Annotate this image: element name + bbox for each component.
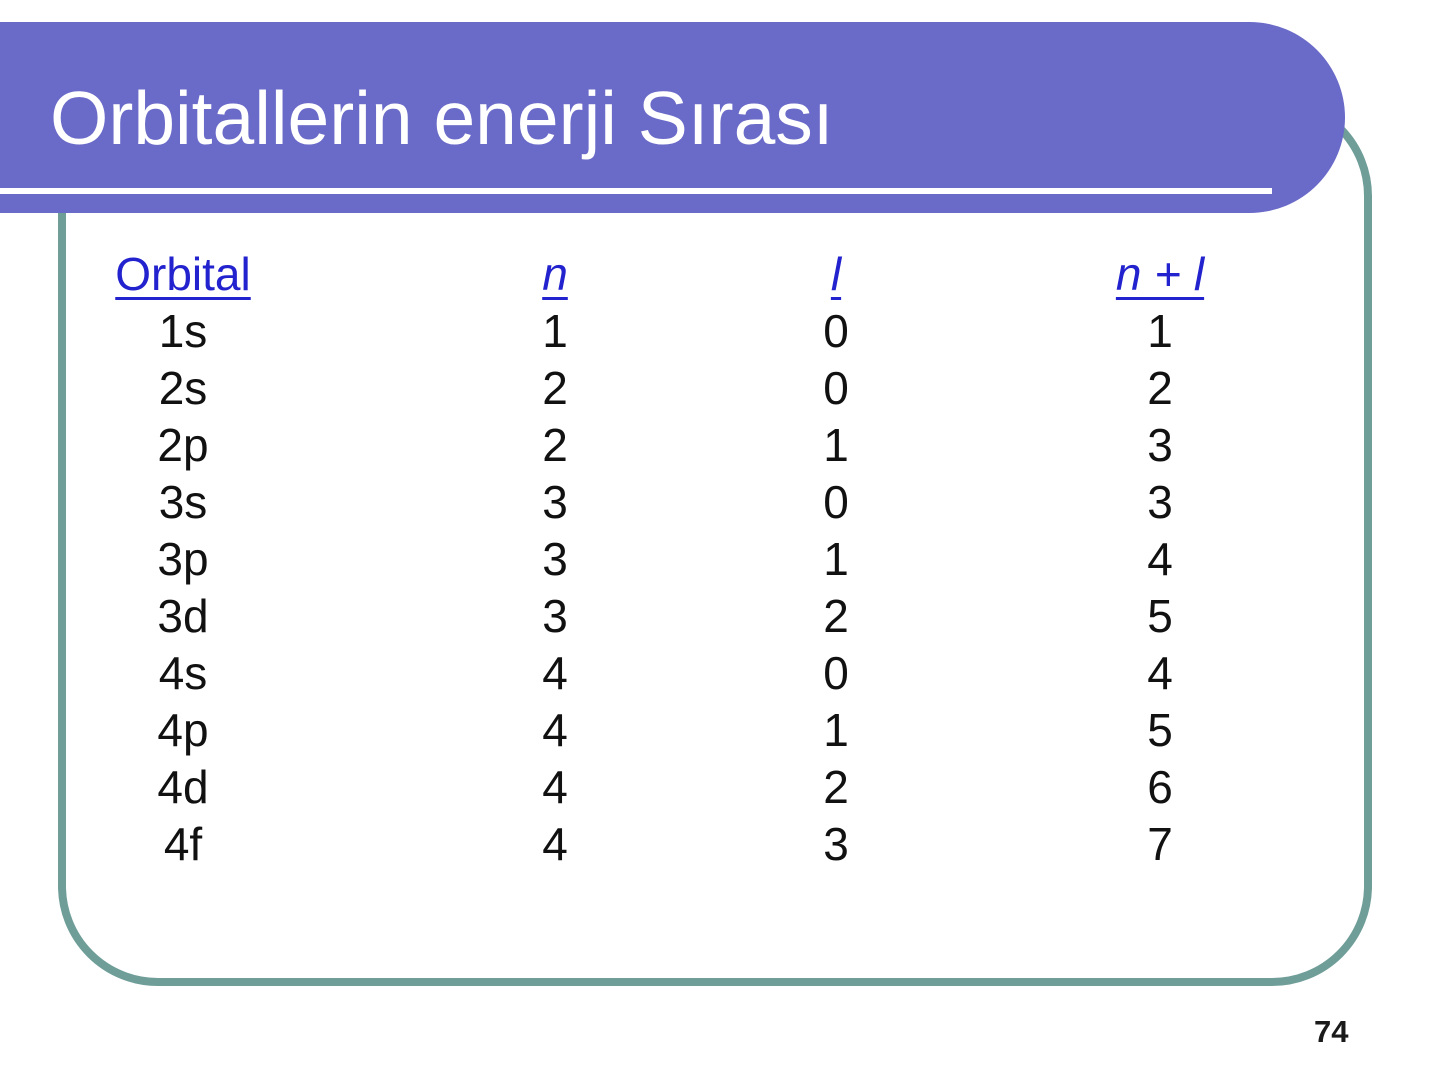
table-cell: 3p [157,533,209,585]
table-cell: 1 [823,533,849,585]
table-cell: 3 [542,476,568,528]
table-cell: 4f [163,818,203,870]
table-row: 2p 2 1 3 [0,417,1392,474]
table-row: 3d 3 2 5 [0,588,1392,645]
table-row: 1s 1 0 1 [0,303,1392,360]
table-header-row: Orbital n l n + l [0,246,1392,303]
table-cell: 3 [823,818,849,870]
table-cell: 4 [1147,647,1173,699]
title-divider-line [0,188,1272,194]
table-cell: 0 [823,362,849,414]
table-cell: 4s [158,647,208,699]
orbital-table: Orbital n l n + l 1s 1 0 1 2s 2 0 2 2p 2 1 3 3s 3 0 3 3p 3 1 4… [0,246,1392,873]
table-cell: 5 [1147,590,1173,642]
table-cell: 3 [1147,419,1173,471]
table-row: 3s 3 0 3 [0,474,1392,531]
table-row: 3p 3 1 4 [0,531,1392,588]
table-cell: 5 [1147,704,1173,756]
column-header-orbital: Orbital [115,248,251,300]
table-row: 4s 4 0 4 [0,645,1392,702]
table-cell: 2 [1147,362,1173,414]
column-header-l: l [830,248,842,300]
table-cell: 0 [823,647,849,699]
table-cell: 1 [1147,305,1173,357]
table-cell: 1 [823,704,849,756]
column-header-nl: n + l [1115,248,1205,300]
column-header-n: n [542,248,568,300]
table-row: 4p 4 1 5 [0,702,1392,759]
table-cell: 1 [823,419,849,471]
table-cell: 2s [158,362,208,414]
table-row: 4d 4 2 6 [0,759,1392,816]
title-banner: Orbitallerin enerji Sırası [0,22,1345,213]
table-cell: 6 [1147,761,1173,813]
table-cell: 4 [542,704,568,756]
table-cell: 3 [542,533,568,585]
table-cell: 2 [542,419,568,471]
table-cell: 2 [823,761,849,813]
orbital-table-body: 1s 1 0 1 2s 2 0 2 2p 2 1 3 3s 3 0 3 3p 3 1 4 3d 3 2 5 4s 4 0 4 4p 4 1 5… [0,303,1392,873]
table-cell: 4 [542,818,568,870]
table-cell: 4 [542,761,568,813]
table-row: 4f 4 3 7 [0,816,1392,873]
table-cell: 0 [823,476,849,528]
table-cell: 7 [1147,818,1173,870]
table-cell: 2 [823,590,849,642]
slide-title: Orbitallerin enerji Sırası [50,75,834,160]
table-cell: 4d [157,761,209,813]
table-cell: 1s [158,305,208,357]
table-cell: 3d [157,590,209,642]
table-row: 2s 2 0 2 [0,360,1392,417]
table-cell: 3s [158,476,208,528]
table-cell: 4 [1147,533,1173,585]
table-cell: 4p [157,704,209,756]
table-cell: 4 [542,647,568,699]
table-cell: 3 [542,590,568,642]
page-number: 74 [1314,1014,1349,1049]
table-cell: 3 [1147,476,1173,528]
table-cell: 1 [542,305,568,357]
table-cell: 0 [823,305,849,357]
table-cell: 2 [542,362,568,414]
table-cell: 2p [157,419,209,471]
